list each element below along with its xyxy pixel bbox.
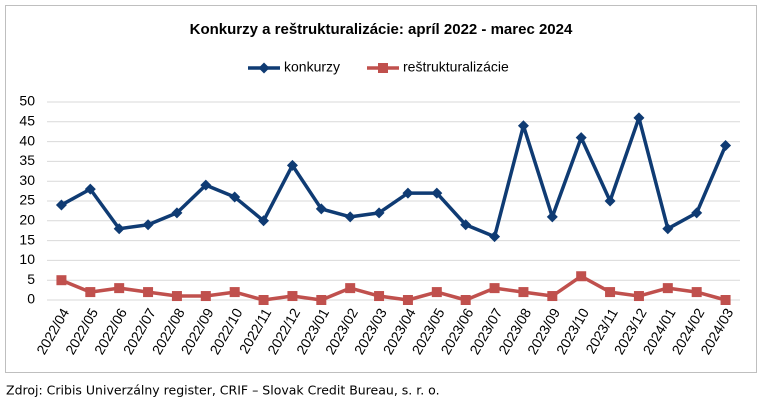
marker [84,183,96,195]
marker [691,287,702,298]
marker [200,291,211,302]
marker [378,63,388,73]
marker [633,291,644,302]
y-tick-label: 35 [19,152,35,168]
marker [258,62,270,74]
marker [604,195,616,207]
marker [720,295,731,305]
y-tick-label: 15 [19,231,35,247]
marker [402,187,414,199]
marker [229,287,240,298]
y-tick-label: 50 [19,93,35,109]
y-tick-label: 5 [27,271,35,287]
marker [691,207,703,219]
marker [662,223,674,235]
marker [113,223,125,235]
marker [431,187,443,199]
marker [575,132,587,144]
marker [431,287,442,298]
marker [55,199,67,211]
y-tick-label: 30 [19,172,35,188]
marker [546,211,558,223]
marker [547,291,558,302]
marker [114,283,125,294]
marker [258,215,270,227]
marker [373,207,385,219]
marker [171,291,182,302]
marker [662,283,673,294]
marker [489,231,501,243]
y-tick-label: 0 [27,291,35,307]
marker [489,283,500,294]
marker [315,203,327,215]
legend-label: konkurzy [284,59,340,75]
y-tick-label: 25 [19,192,35,208]
marker [518,287,529,298]
marker [171,207,183,219]
y-tick-label: 40 [19,132,35,148]
y-tick-label: 20 [19,212,35,228]
chart-title: Konkurzy a reštrukturalizácie: apríl 202… [190,21,573,38]
source-note: Zdroj: Cribis Univerzálny register, CRIF… [6,383,440,398]
data-line [60,116,728,239]
marker [345,283,356,294]
marker [85,287,96,298]
marker [286,159,298,171]
marker [142,219,154,231]
marker [633,112,645,124]
marker [316,295,327,305]
y-tick-label: 45 [19,113,35,129]
y-tick-label: 10 [19,251,35,267]
marker [460,219,472,231]
marker [517,120,529,132]
marker [576,271,587,282]
marker [200,179,212,191]
legend-label: reštrukturalizácie [403,59,509,75]
marker [460,295,471,305]
marker [56,275,67,286]
marker [374,291,385,302]
marker [229,191,241,203]
marker [402,295,413,305]
marker [143,287,154,298]
marker [287,291,298,302]
marker [258,295,269,305]
marker [720,140,732,152]
marker [605,287,616,298]
marker [344,211,356,223]
